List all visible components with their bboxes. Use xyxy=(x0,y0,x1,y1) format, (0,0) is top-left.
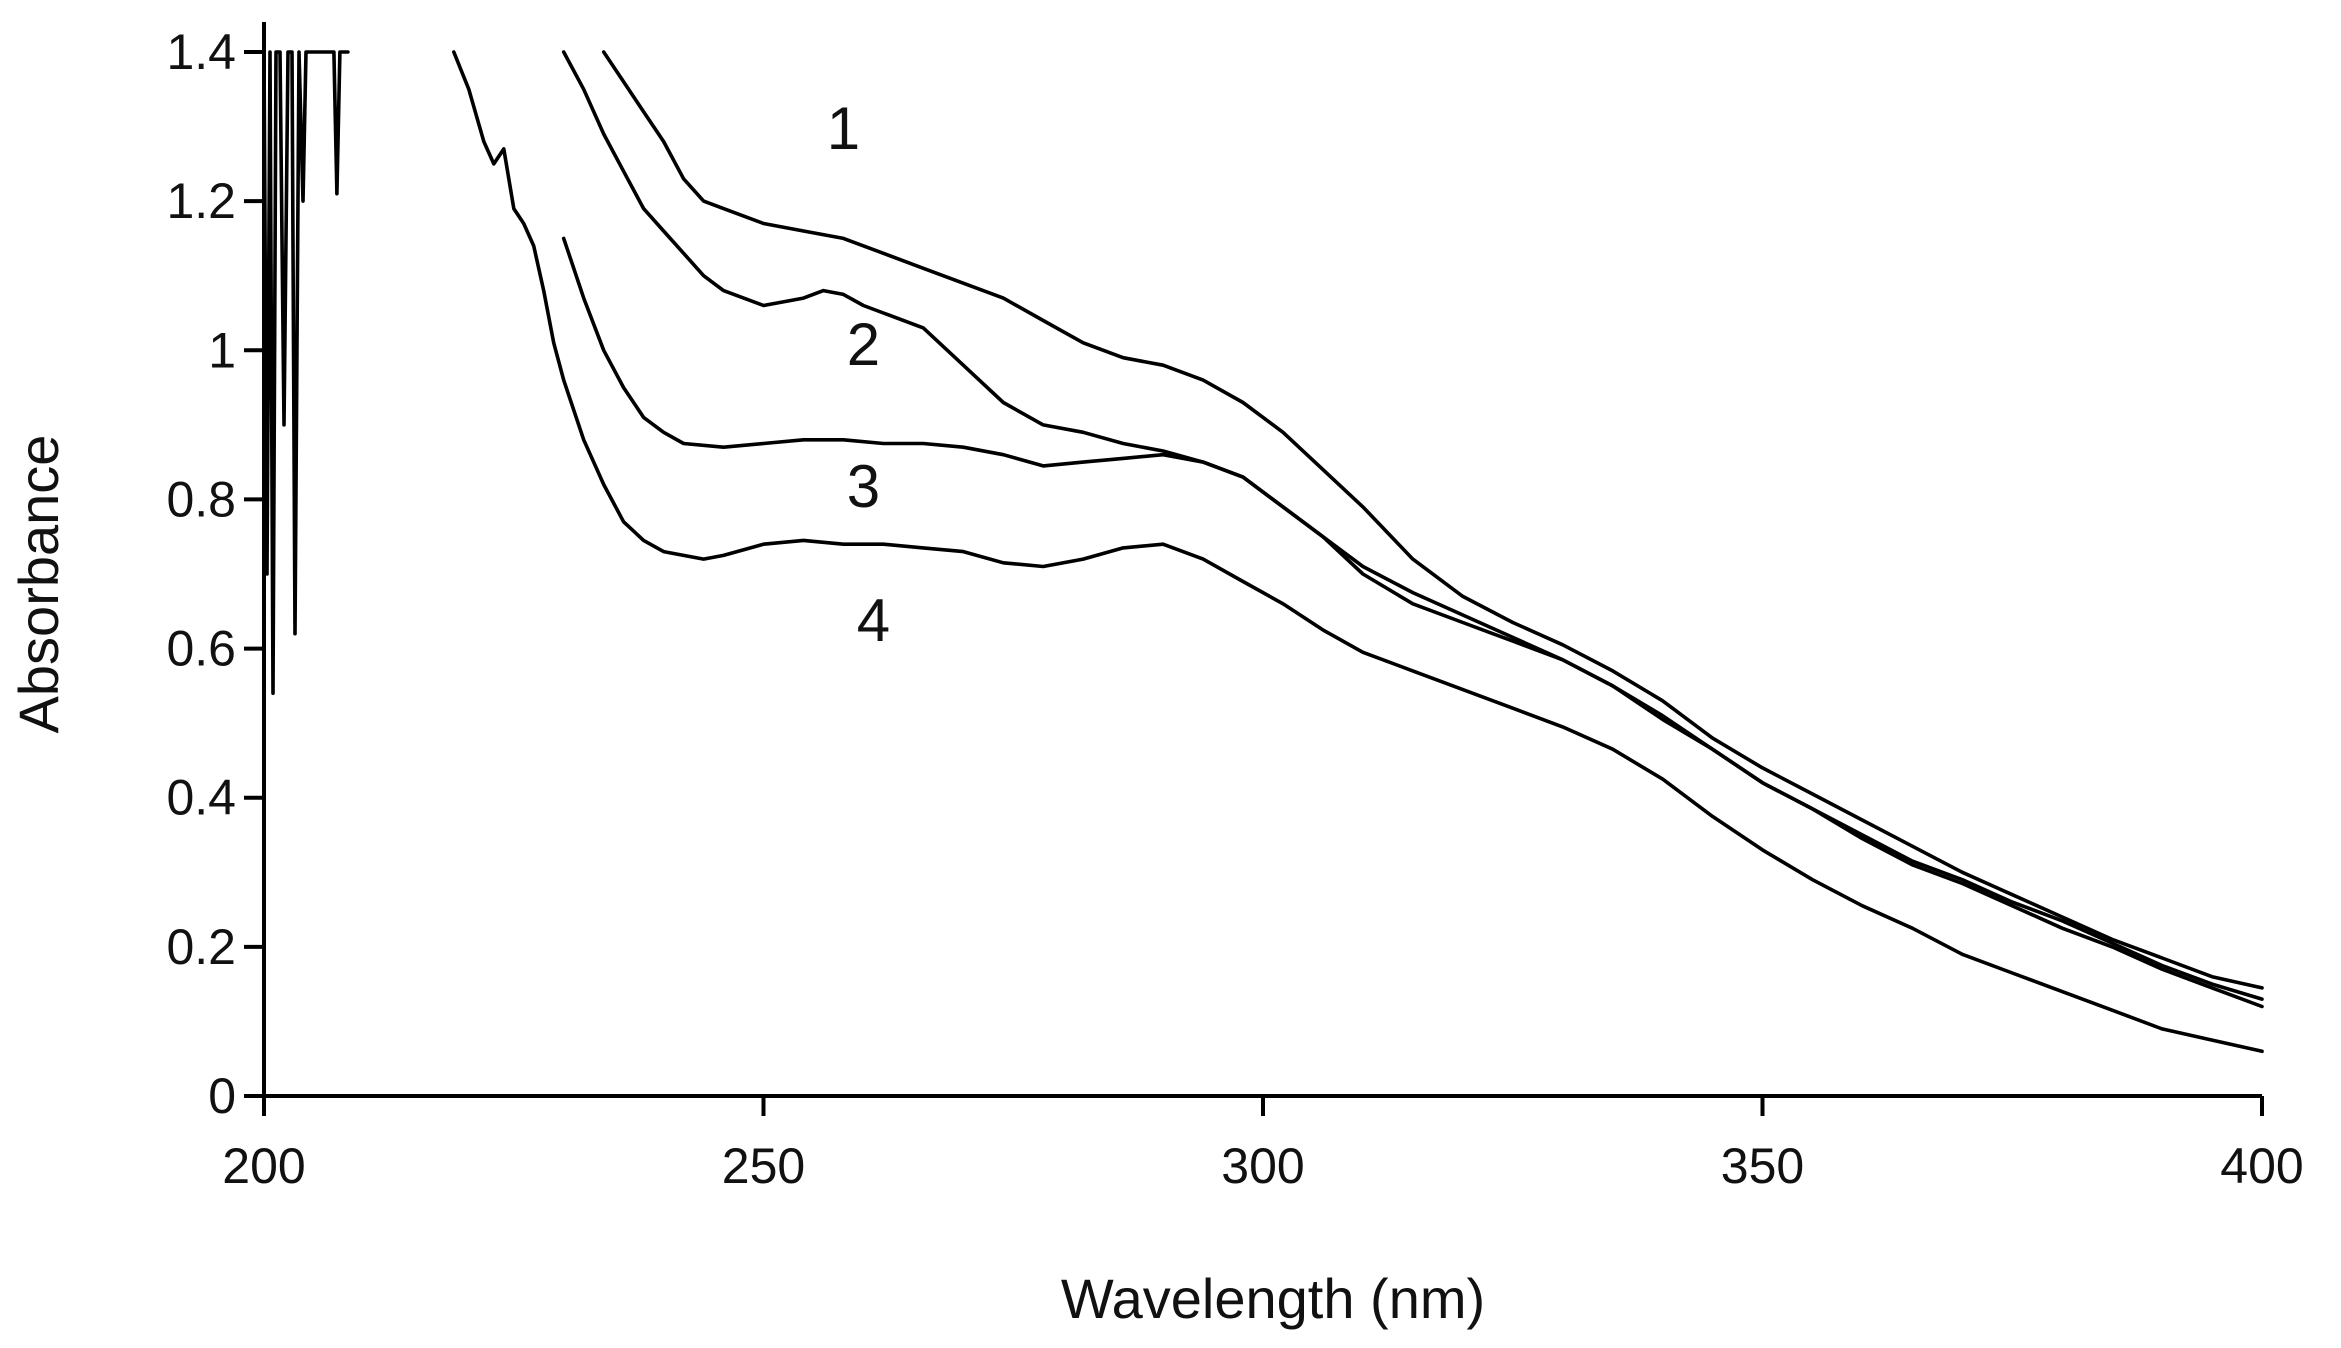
y-tick-label: 0.8 xyxy=(166,471,236,527)
x-tick-label: 350 xyxy=(1721,1138,1804,1194)
series-line-3 xyxy=(561,236,2264,1009)
x-tick-label: 400 xyxy=(2220,1138,2303,1194)
series-labels-layer: 1 2 3 4 xyxy=(827,95,890,654)
axes-layer xyxy=(262,22,2262,1098)
x-tick-label: 300 xyxy=(1221,1138,1304,1194)
series-label-3: 3 xyxy=(847,453,880,520)
noise-spikes-line xyxy=(262,50,350,696)
y-tick-label: 0 xyxy=(208,1068,236,1124)
series-line-2 xyxy=(561,50,2264,1001)
series-line-1 xyxy=(601,50,2264,990)
x-tick-label: 250 xyxy=(722,1138,805,1194)
y-tick-label: 1.2 xyxy=(166,173,236,229)
y-tick-label: 0.2 xyxy=(166,919,236,975)
series-label-4: 4 xyxy=(857,587,890,654)
series-label-1: 1 xyxy=(827,95,860,162)
series-label-2: 2 xyxy=(847,311,880,378)
y-tick-label: 1 xyxy=(208,322,236,378)
y-tick-label: 0.4 xyxy=(166,770,236,826)
series-layer xyxy=(262,50,2264,1054)
x-axis-title: Wavelength (nm) xyxy=(1061,1267,1485,1330)
series-line-4 xyxy=(452,50,2264,1054)
ticks-layer: 0 0.2 0.4 0.6 0.8 1 1.2 1.4 200 250 300 350 400 xyxy=(166,24,2303,1194)
y-tick-label: 0.6 xyxy=(166,621,236,677)
y-axis-title: Absorbance xyxy=(7,435,70,734)
y-tick-label: 1.4 xyxy=(166,24,236,80)
x-tick-label: 200 xyxy=(222,1138,305,1194)
